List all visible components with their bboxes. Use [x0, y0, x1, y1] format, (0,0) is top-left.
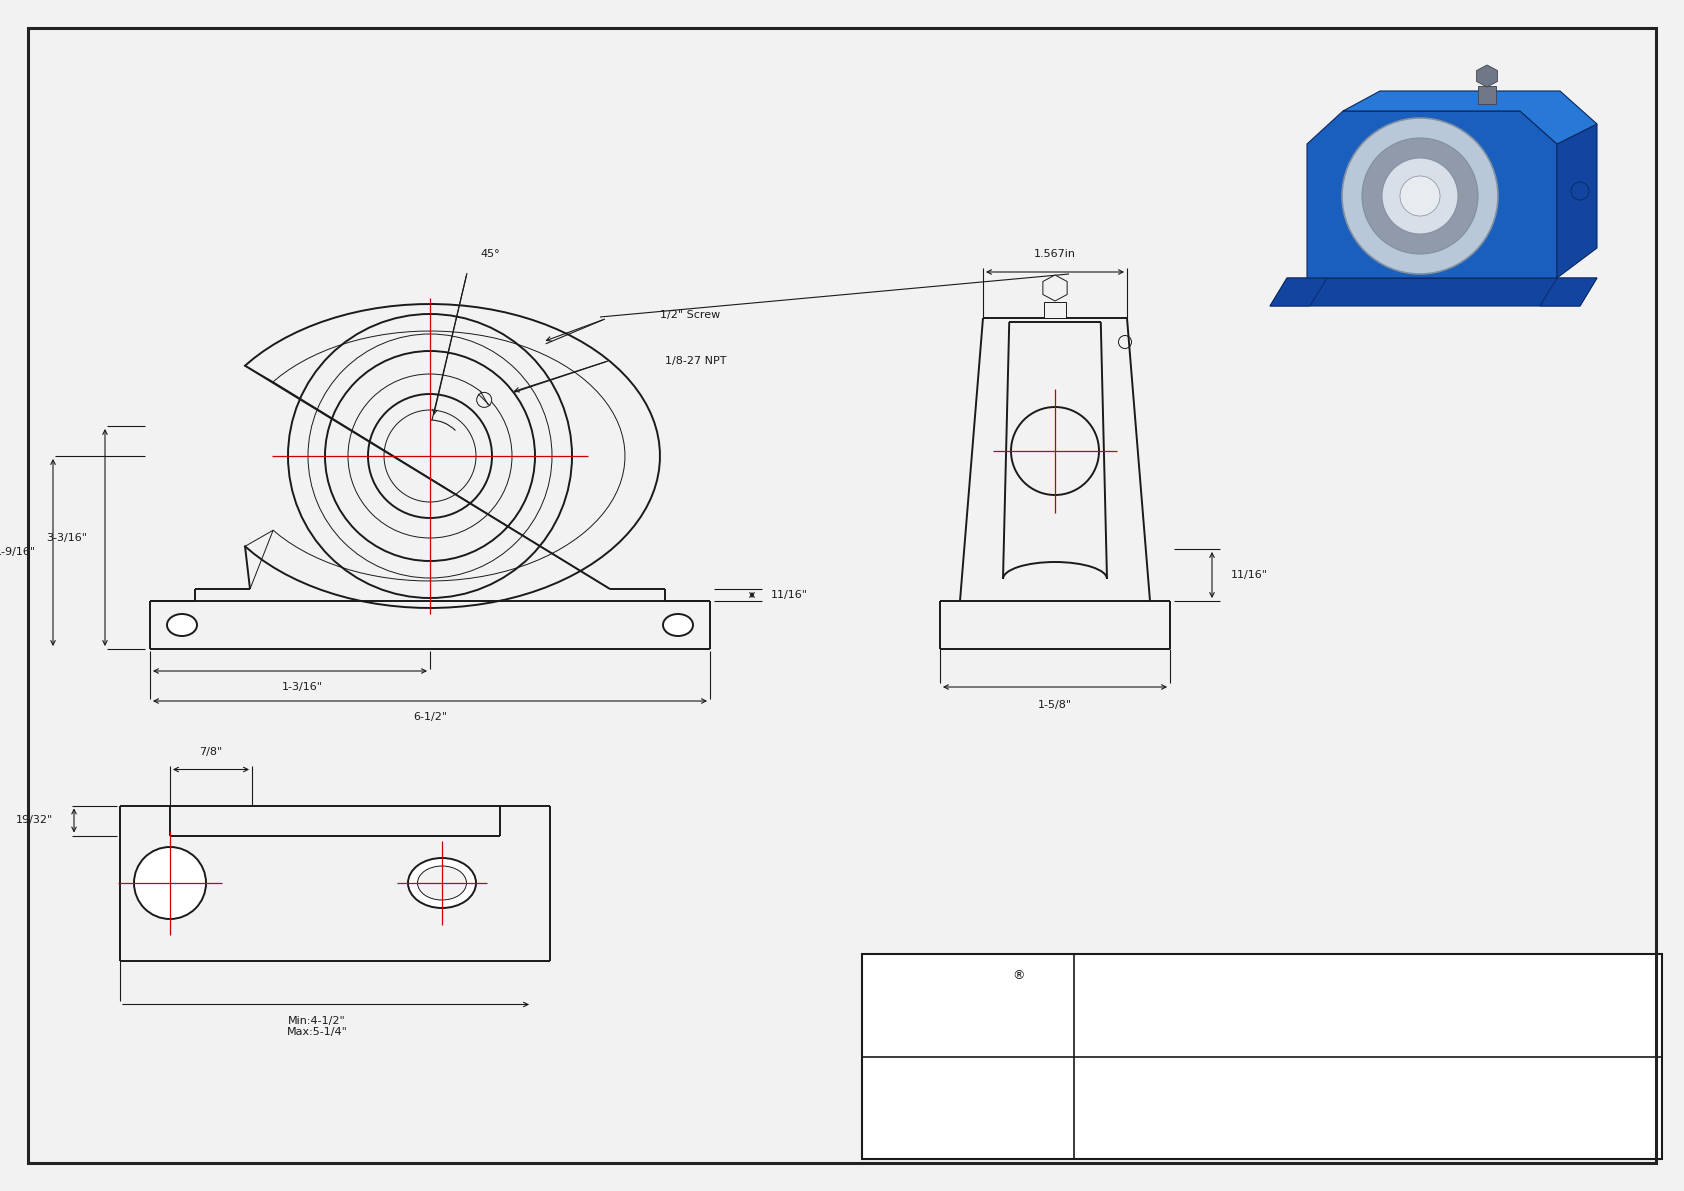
Text: Min:4-1/2"
Max:5-1/4": Min:4-1/2" Max:5-1/4" [286, 1016, 347, 1037]
Circle shape [477, 392, 492, 407]
Polygon shape [1307, 111, 1558, 278]
Text: ®: ® [1012, 968, 1024, 981]
Circle shape [1010, 407, 1100, 495]
Polygon shape [1042, 275, 1068, 301]
Circle shape [135, 847, 205, 919]
Circle shape [1399, 176, 1440, 216]
Text: 1-5/8": 1-5/8" [1037, 700, 1073, 710]
Text: 3-3/16": 3-3/16" [47, 532, 88, 542]
Bar [862, 954, 1662, 1159]
Circle shape [1342, 118, 1499, 274]
Text: 1/8-27 NPT: 1/8-27 NPT [665, 356, 726, 366]
Text: Part
Number: Part Number [943, 1090, 994, 1117]
Polygon shape [1270, 278, 1327, 306]
Ellipse shape [663, 615, 694, 636]
Text: UELP206-19: UELP206-19 [1302, 1080, 1433, 1099]
Polygon shape [1270, 278, 1596, 306]
Polygon shape [1477, 66, 1497, 87]
Text: LILY: LILY [921, 986, 1014, 1028]
Text: 19/32": 19/32" [15, 816, 52, 825]
Text: 1/2" Screw: 1/2" Screw [660, 310, 721, 320]
Polygon shape [1344, 91, 1596, 144]
Ellipse shape [167, 615, 197, 636]
Polygon shape [1539, 278, 1596, 306]
Ellipse shape [408, 858, 477, 908]
Text: 6-1/2": 6-1/2" [413, 712, 446, 722]
Text: Pillow Block Bearing Units: Pillow Block Bearing Units [1287, 1124, 1448, 1136]
Circle shape [1362, 138, 1479, 254]
Text: 11/16": 11/16" [771, 590, 808, 600]
Ellipse shape [418, 866, 466, 900]
Bar [1044, 303, 1066, 318]
Text: 1-3/16": 1-3/16" [281, 682, 323, 692]
Text: 1-9/16": 1-9/16" [0, 548, 35, 557]
Text: 7/8": 7/8" [199, 747, 222, 756]
Bar [1479, 86, 1495, 104]
Circle shape [1571, 182, 1590, 200]
Text: 11/16": 11/16" [1231, 570, 1268, 580]
Text: Email: lilybearing@lily-bearing.com: Email: lilybearing@lily-bearing.com [1270, 1027, 1467, 1037]
Text: SHANGHAI LILY BEARING LIMITED: SHANGHAI LILY BEARING LIMITED [1243, 992, 1494, 1005]
Text: 45°: 45° [480, 249, 500, 258]
Polygon shape [1558, 124, 1596, 278]
Text: 1.567in: 1.567in [1034, 249, 1076, 258]
Circle shape [1383, 158, 1458, 233]
